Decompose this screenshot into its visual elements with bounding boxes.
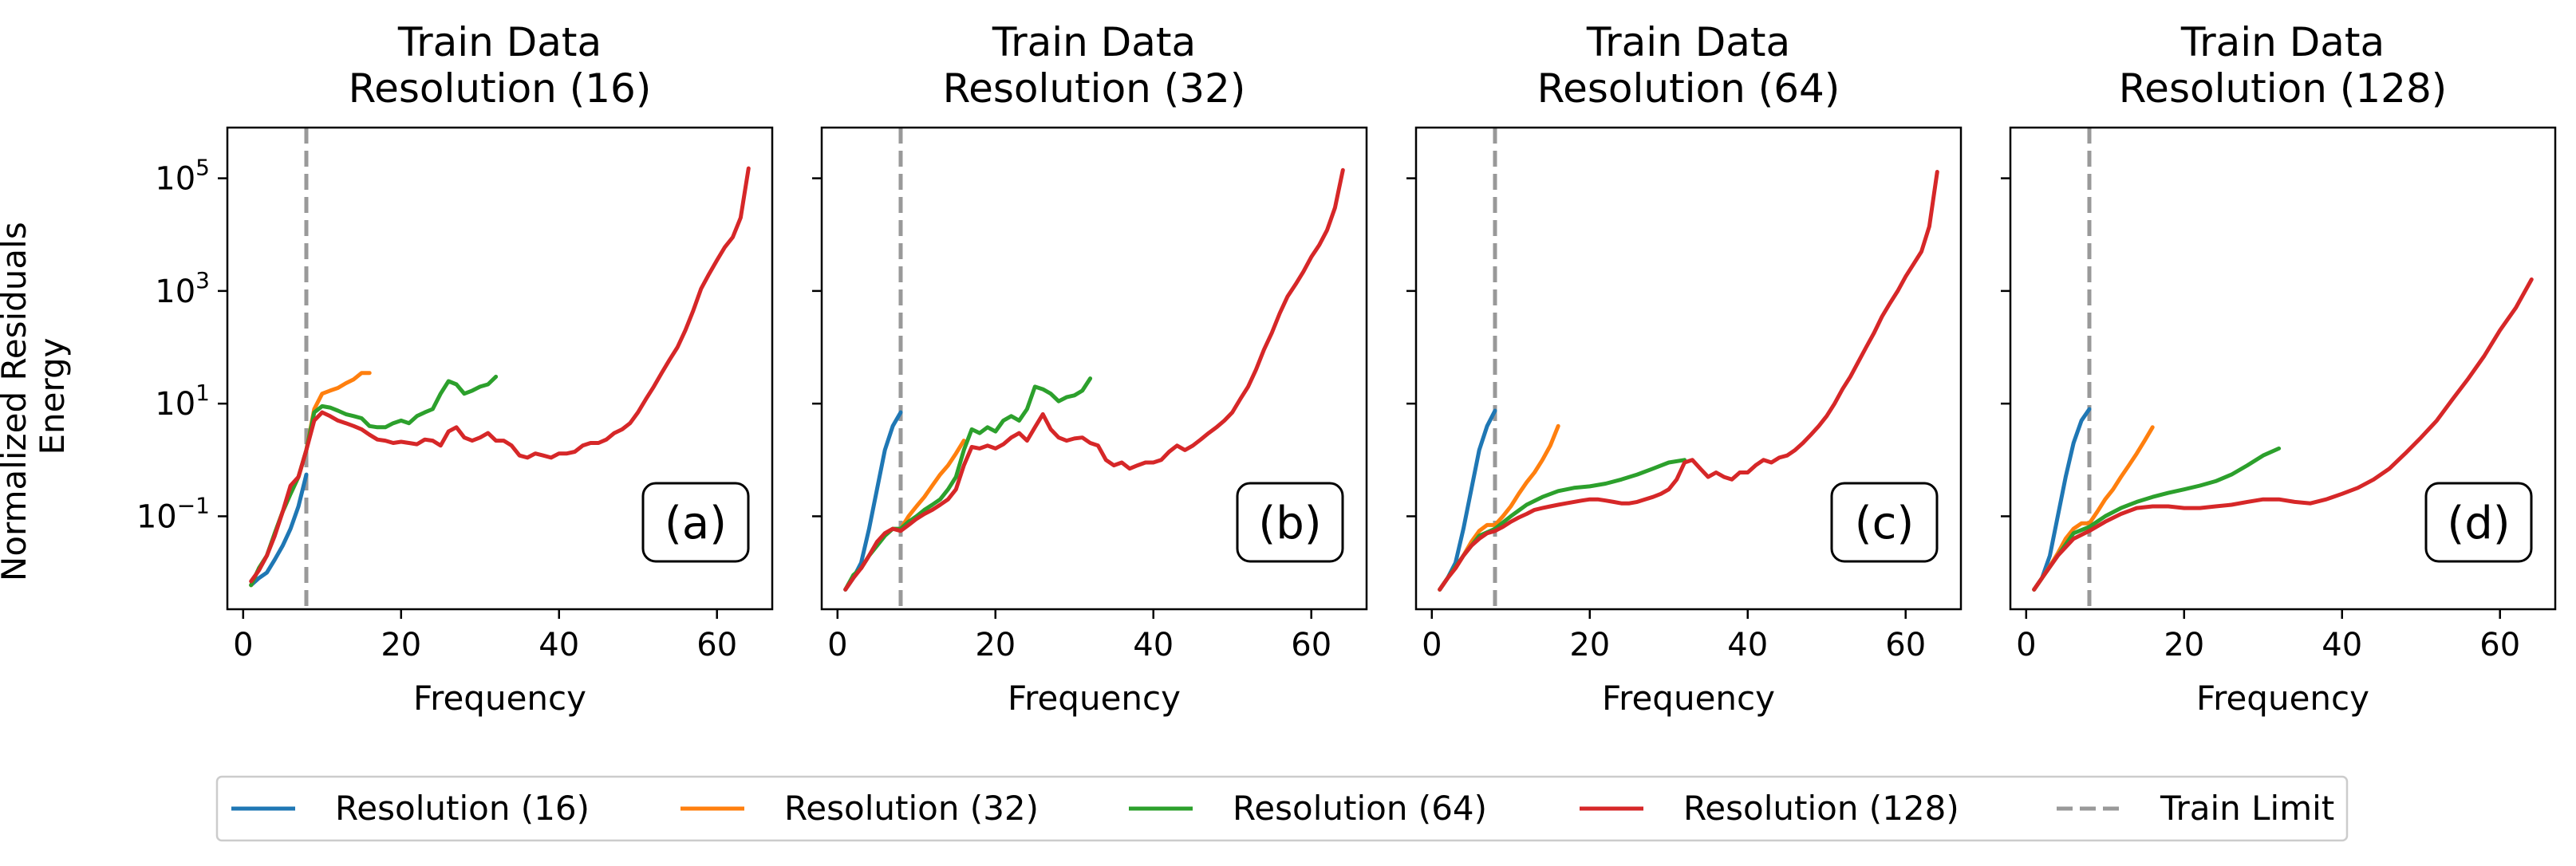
legend-label: Resolution (64)	[1233, 789, 1487, 828]
panel-label-box	[1236, 482, 1344, 563]
panel-title-line2: Resolution (32)	[943, 65, 1246, 112]
x-tick-label: 20	[1569, 627, 1610, 663]
x-tick-label: 40	[538, 627, 579, 663]
x-tick-label: 0	[233, 627, 253, 663]
legend-label: Resolution (32)	[784, 789, 1039, 828]
x-tick-label: 20	[381, 627, 421, 663]
panel-title-line2: Resolution (128)	[2119, 65, 2448, 112]
panel-label-box	[1830, 482, 1939, 563]
x-tick-label: 20	[2164, 627, 2204, 663]
x-tick-label: 60	[1885, 627, 1926, 663]
legend-box	[215, 775, 2349, 842]
legend: Resolution (16) Resolution (32) Resolution…	[215, 775, 2349, 842]
x-axis-label: Frequency	[413, 679, 586, 718]
legend-label: Train Limit	[2160, 789, 2334, 828]
x-tick-label: 60	[2479, 627, 2520, 663]
panel-label-box	[641, 482, 750, 563]
series-line-res128	[2032, 277, 2534, 592]
series-line-res32	[898, 439, 966, 531]
y-tick-label: 101	[155, 380, 210, 423]
x-tick-label: 0	[2016, 627, 2036, 663]
x-tick-label: 40	[2322, 627, 2362, 663]
x-tick-label: 20	[975, 627, 1016, 663]
series-line-res64	[249, 374, 499, 588]
x-tick-label: 40	[1133, 627, 1174, 663]
x-tick-label: 0	[1422, 627, 1442, 663]
panel-label: (a)	[665, 498, 727, 549]
panel-title-line1: Train Data	[1586, 19, 1790, 65]
panel-title-line1: Train Data	[397, 19, 602, 65]
series-line-res64	[2032, 446, 2282, 592]
x-tick-label: 60	[1291, 627, 1331, 663]
x-tick-label: 60	[696, 627, 737, 663]
x-tick-label: 0	[827, 627, 847, 663]
x-axis-label: Frequency	[1008, 679, 1181, 718]
panel-title-line2: Resolution (16)	[349, 65, 652, 112]
series-line-res128	[1438, 170, 1939, 592]
series-line-res128	[843, 167, 1345, 592]
y-tick-label: 105	[155, 155, 210, 198]
x-axis-label: Frequency	[1602, 679, 1775, 718]
panel-title-line1: Train Data	[992, 19, 1196, 65]
panel-title-line2: Resolution (64)	[1537, 65, 1840, 112]
panel-title-line1: Train Data	[2180, 19, 2385, 65]
plot-frame	[1414, 126, 1963, 611]
y-tick-label: 10−1	[136, 492, 210, 535]
x-tick-label: 40	[1727, 627, 1768, 663]
plot-frame	[820, 126, 1368, 611]
plot-frame	[226, 126, 774, 611]
panel-label: (d)	[2447, 498, 2510, 549]
legend-label: Resolution (128)	[1683, 789, 1959, 828]
x-axis-label: Frequency	[2196, 679, 2369, 718]
legend-label: Resolution (16)	[335, 789, 590, 828]
panel-label-box	[2424, 482, 2533, 563]
series-line-res128	[249, 166, 751, 584]
series-line-res16	[249, 472, 309, 588]
panel-label: (b)	[1258, 498, 1321, 549]
y-axis-label: Normalized Residuals Energy	[0, 211, 72, 581]
y-tick-label: 103	[155, 267, 210, 310]
panel-label: (c)	[1855, 498, 1914, 549]
plot-frame	[2009, 126, 2557, 611]
